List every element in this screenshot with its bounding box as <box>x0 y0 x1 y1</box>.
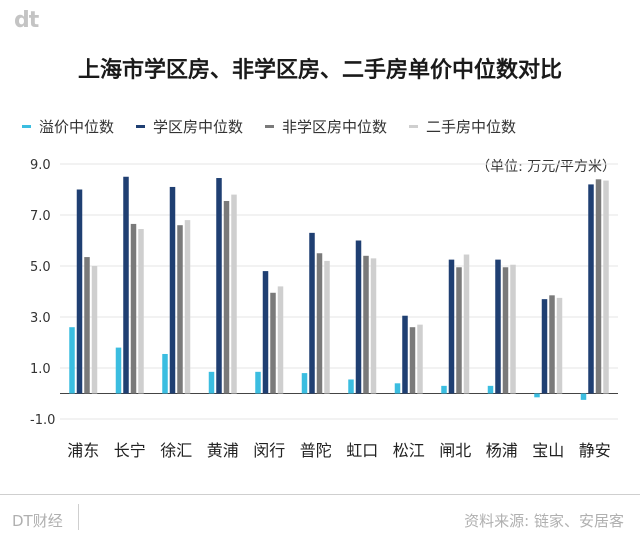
x-tick-label: 浦东 <box>67 441 99 460</box>
legend-item-school-district: 学区房中位数 <box>136 116 243 137</box>
bar <box>510 264 516 394</box>
bar <box>402 315 408 394</box>
bar <box>363 255 369 394</box>
bar <box>541 299 548 394</box>
legend-label-school-district: 学区房中位数 <box>153 118 244 136</box>
x-tick-label: 徐汇 <box>160 441 192 460</box>
bar <box>123 176 129 394</box>
x-tick-label: 杨浦 <box>486 441 518 460</box>
legend-swatch-premium <box>22 125 31 128</box>
bar <box>448 259 455 394</box>
bar <box>231 194 237 394</box>
y-tick-label: 1.0 <box>30 362 51 377</box>
y-tick-label: 3.0 <box>30 311 51 326</box>
y-tick-label: 5.0 <box>30 260 51 275</box>
bar <box>270 292 276 394</box>
bar <box>277 286 284 394</box>
bar <box>549 295 555 394</box>
bar <box>502 267 509 394</box>
bar <box>309 232 315 394</box>
bar <box>348 379 354 394</box>
bar <box>208 371 215 394</box>
legend-item-second-hand: 二手房中位数 <box>409 116 516 137</box>
bar <box>409 327 416 394</box>
y-tick-label: -1.0 <box>30 413 55 428</box>
legend-swatch-non-school-district <box>265 125 275 128</box>
bar <box>355 240 362 394</box>
bar-chart: 9.0 7.0 5.0 3.0 1.0 -1.0 浦东 长宁 徐汇 黄浦 闵行 普陀 虹口 松江 闸北 杨浦宝… <box>30 158 618 460</box>
bar <box>580 393 587 400</box>
x-tick-label: 闸北 <box>439 441 471 460</box>
bar <box>255 371 261 394</box>
legend-swatch-second-hand <box>409 125 419 128</box>
bar <box>463 254 470 394</box>
bar <box>216 178 222 394</box>
bar <box>495 259 501 394</box>
bar <box>262 271 269 394</box>
x-tick-label: 虹口 <box>346 441 378 460</box>
bar <box>162 353 168 394</box>
bar <box>595 179 602 394</box>
bar <box>556 297 563 394</box>
bar <box>138 229 144 394</box>
unit-label: （单位: 万元/平方米） <box>476 159 616 175</box>
bar <box>370 258 377 394</box>
bar <box>69 327 75 394</box>
bar <box>130 223 137 394</box>
bar <box>603 180 609 394</box>
bar <box>534 393 540 398</box>
chart-title: 上海市学区房、非学区房、二手房单价中位数对比 <box>77 58 562 83</box>
bar <box>169 186 176 394</box>
bar <box>441 385 447 394</box>
footer-divider <box>0 494 640 495</box>
bar <box>301 373 308 394</box>
bar <box>76 189 83 394</box>
bar <box>115 347 122 394</box>
x-tick-label: 普陀 <box>300 441 332 460</box>
legend-item-non-school-district: 非学区房中位数 <box>265 116 387 137</box>
bar <box>588 184 594 394</box>
bar <box>456 267 462 394</box>
bar <box>91 266 98 394</box>
x-tick-label: 长宁 <box>114 441 146 460</box>
legend-label-second-hand: 二手房中位数 <box>426 118 517 136</box>
x-tick-label: 黄浦 <box>207 441 239 460</box>
x-tick-label: 静安 <box>579 441 611 460</box>
bar <box>184 220 191 394</box>
footer-brand: DT财经 <box>12 512 63 530</box>
bar <box>316 253 323 394</box>
bar <box>417 324 423 394</box>
x-tick-label: 闵行 <box>253 441 285 460</box>
bar <box>177 225 183 394</box>
chart-legend: 溢价中位数 学区房中位数 非学区房中位数 二手房中位数 <box>22 116 516 137</box>
y-tick-label: 9.0 <box>30 158 51 173</box>
y-tick-label: 7.0 <box>30 209 51 224</box>
x-tick-label: 松江 <box>393 441 425 460</box>
x-tick-label: 宝山 <box>532 441 564 460</box>
bar <box>324 260 330 394</box>
legend-swatch-school-district <box>136 125 146 128</box>
footer-separator <box>78 504 79 530</box>
footer-source: 资料来源: 链家、安居客 <box>464 512 624 530</box>
legend-item-premium: 溢价中位数 <box>22 116 114 137</box>
dt-logo: dt <box>14 8 39 33</box>
bar <box>394 383 401 394</box>
legend-label-premium: 溢价中位数 <box>39 118 115 136</box>
bar <box>84 257 90 394</box>
bar <box>223 200 230 394</box>
bar <box>487 385 494 394</box>
legend-label-non-school-district: 非学区房中位数 <box>282 118 388 136</box>
